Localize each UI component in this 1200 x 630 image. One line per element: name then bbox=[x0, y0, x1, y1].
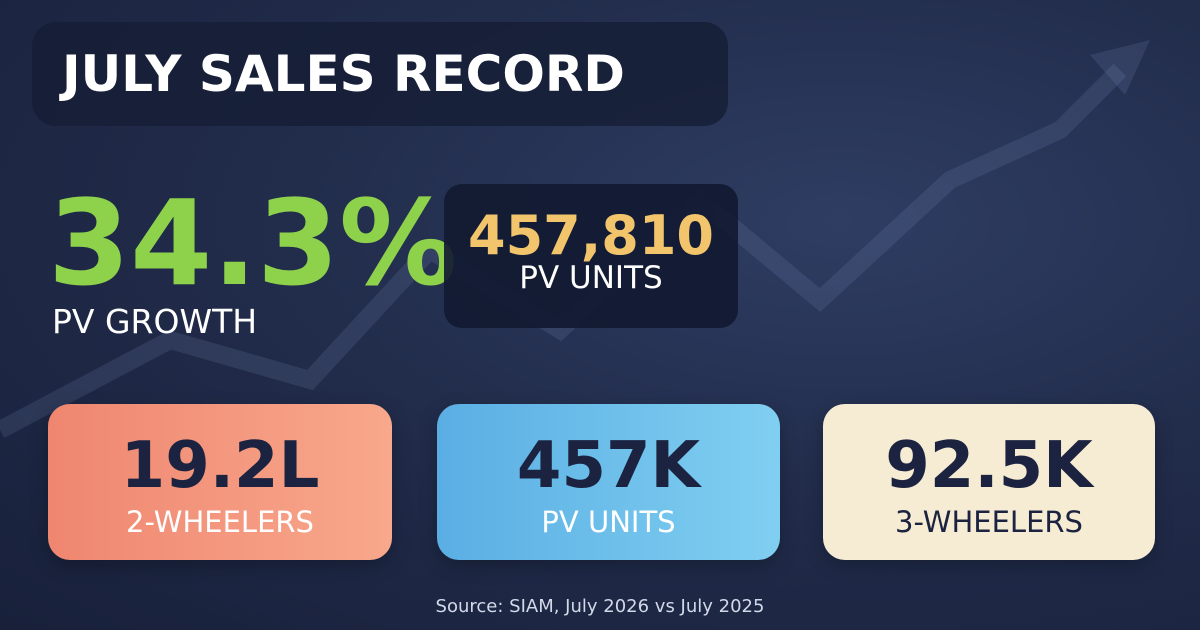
card-value: 92.5K bbox=[885, 429, 1093, 503]
stat-card: 19.2L 2-WHEELERS bbox=[48, 404, 392, 560]
title-box bbox=[32, 22, 728, 126]
card-label: PV UNITS bbox=[541, 505, 676, 539]
source-note: Source: SIAM, July 2026 vs July 2025 bbox=[435, 596, 765, 617]
card-label: 3-WHEELERS bbox=[895, 505, 1083, 539]
units-card: 457,810 PV UNITS bbox=[444, 184, 738, 328]
card-label: 2-WHEELERS bbox=[126, 505, 314, 539]
stat-card: 457K PV UNITS bbox=[437, 404, 780, 560]
units-value: 457,810 bbox=[468, 204, 714, 267]
card-value: 457K bbox=[516, 429, 701, 503]
arrow-head bbox=[1090, 40, 1150, 95]
title: JULY SALES RECORD bbox=[62, 45, 625, 103]
headline-label: PV GROWTH bbox=[52, 302, 258, 341]
card-value: 19.2L bbox=[120, 429, 320, 503]
headline-value: 34.3% bbox=[48, 174, 458, 312]
units-label: PV UNITS bbox=[519, 260, 663, 296]
stat-card: 92.5K 3-WHEELERS bbox=[823, 404, 1155, 560]
